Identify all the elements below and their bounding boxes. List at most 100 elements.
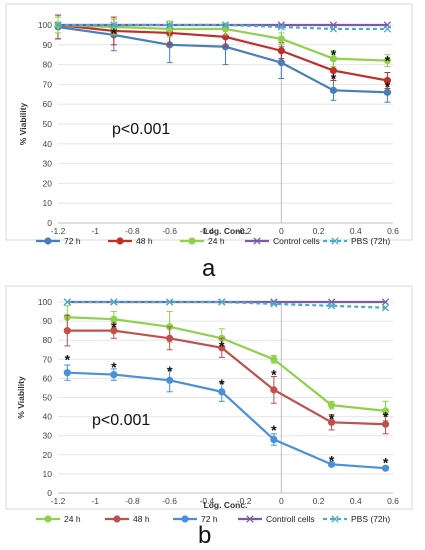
- p1-x-tick-label: -0.6: [162, 496, 177, 506]
- p0-legend-label: 72 h: [64, 236, 81, 246]
- p1-data-point: [110, 370, 118, 379]
- p1-legend-item: 72 h: [173, 514, 218, 524]
- p1-y-tick-label: 50: [43, 393, 53, 403]
- p0-y-tick-label: 80: [43, 60, 53, 70]
- p1-legend-label: 72 h: [201, 514, 218, 524]
- p1-significance-star: *: [111, 359, 117, 375]
- p1-y-tick-label: 40: [43, 412, 53, 422]
- p0-y-tick-label: 0: [47, 218, 52, 228]
- p1-y-tick-label: 20: [43, 450, 53, 460]
- p1-x-tick-label: 0.4: [350, 496, 362, 506]
- p1-x-tick-label: -1.2: [51, 496, 66, 506]
- p1-data-point: [327, 460, 336, 468]
- p1-data-point: [381, 304, 390, 312]
- p0-legend-item: 24 h: [180, 236, 225, 246]
- p1-y-tick-label: 90: [43, 316, 53, 326]
- p1-y-tick-label: 30: [43, 431, 53, 441]
- p1-data-point: [110, 315, 118, 323]
- p0-legend-label: Control cells: [273, 236, 320, 246]
- p0-legend-item: Control cells: [245, 236, 320, 246]
- p0-x-tick-label: 0.6: [387, 226, 399, 236]
- p1-x-tick-label: -0.8: [125, 496, 140, 506]
- p1-significance-star: *: [219, 376, 225, 392]
- p1-data-point: [327, 418, 336, 426]
- p1-x-tick-label: 0.6: [387, 496, 399, 506]
- p1-data-point: [63, 369, 71, 377]
- p1-significance-star: *: [65, 351, 71, 367]
- p1-y-tick-label: 100: [38, 297, 52, 307]
- p0-significance-star: *: [111, 25, 117, 41]
- p1-legend: 24 h 48 h 72 h Controll cells PBS (72h): [36, 514, 390, 524]
- p1-legend-item: PBS (72h): [323, 514, 390, 524]
- p0-y-tick-label: 60: [43, 99, 53, 109]
- p0-data-point: [383, 57, 392, 65]
- p1-x-tick-label: 0.2: [313, 496, 325, 506]
- p1-legend-label: Controll cells: [266, 514, 315, 524]
- p1-y-tick-label: 80: [43, 335, 53, 345]
- panel-label-b: b: [198, 522, 211, 549]
- p1-significance-star: *: [383, 409, 389, 425]
- p1-legend-marker: [113, 515, 121, 523]
- p0-p-value-annotation: p<0.001: [112, 121, 170, 138]
- p0-x-tick-label: 0: [279, 226, 284, 236]
- p1-data-point: [166, 298, 174, 306]
- panel-a-frame: [5, 3, 413, 241]
- p0-significance-star: *: [385, 53, 391, 69]
- p1-significance-star: *: [329, 453, 335, 469]
- p0-data-point: [383, 25, 392, 33]
- p1-significance-star: *: [167, 363, 173, 379]
- p1-data-point: [63, 298, 71, 306]
- p0-data-point: [110, 21, 118, 29]
- p0-x-tick-label: -1: [91, 226, 99, 236]
- p0-legend-marker: [44, 237, 52, 245]
- p0-y-tick-label: 10: [43, 198, 53, 208]
- p0-data-point: [329, 86, 338, 94]
- p1-significance-star: *: [271, 422, 277, 438]
- p1-series-2: [63, 364, 390, 472]
- p1-data-point: [270, 300, 278, 308]
- p1-data-point: [166, 376, 174, 384]
- p0-data-point: [277, 35, 285, 43]
- p0-legend-marker: [116, 237, 124, 245]
- p0-y-tick-label: 70: [43, 79, 53, 89]
- p1-legend-item: 24 h: [36, 514, 81, 524]
- p0-legend-item: PBS (72h): [323, 236, 390, 246]
- p0-significance-star: *: [331, 47, 337, 63]
- p1-data-point: [110, 298, 118, 306]
- p1-data-point: [381, 420, 390, 428]
- p0-data-point: [277, 23, 285, 31]
- chart-panel-b: 0 10 20 30 40 50 60 70 80 90 100 -1.2 -1 -0.8 -0.6 -0.4…: [16, 297, 399, 524]
- p1-y-axis-label: % Viability: [16, 376, 26, 419]
- p1-data-point: [327, 302, 336, 310]
- p0-x-tick-label: -0.2: [237, 226, 252, 236]
- p0-x-tick-label: -1.2: [51, 226, 66, 236]
- p0-y-axis-label: % Viability: [18, 103, 28, 146]
- p1-x-tick-label: -0.4: [200, 496, 215, 506]
- p1-y-tick-label: 60: [43, 373, 53, 383]
- p1-significance-star: *: [219, 338, 225, 354]
- p1-y-tick-label: 10: [43, 469, 53, 479]
- chart-panel-a: 0 10 20 30 40 50 60 70 80 90 100 -1.2 -1 -0.8 -0.6 -0.4…: [18, 14, 399, 246]
- p0-legend-item: 72 h: [36, 236, 81, 246]
- p0-data-point: [329, 25, 338, 33]
- p1-data-point: [218, 298, 226, 306]
- p1-legend-marker: [246, 515, 254, 523]
- p1-data-point: [381, 407, 390, 415]
- p1-data-point: [270, 386, 278, 394]
- p0-x-tick-label: -0.8: [125, 226, 140, 236]
- p0-y-tick-label: 100: [38, 20, 52, 30]
- p0-data-point: [221, 25, 230, 33]
- p0-x-axis-label: Log. Conc.: [204, 226, 248, 236]
- p0-legend-label: PBS (72h): [351, 236, 390, 246]
- p0-data-point: [166, 21, 174, 29]
- p1-y-tick-label: 70: [43, 354, 53, 364]
- p0-data-point: [277, 47, 285, 55]
- p1-data-point: [166, 334, 174, 342]
- p0-significance-star: *: [385, 78, 391, 94]
- p0-legend-label: 48 h: [136, 236, 153, 246]
- p1-data-point: [270, 355, 278, 363]
- p1-data-point: [381, 464, 390, 472]
- p0-x-tick-label: 0.4: [350, 226, 362, 236]
- p0-data-point: [383, 76, 392, 85]
